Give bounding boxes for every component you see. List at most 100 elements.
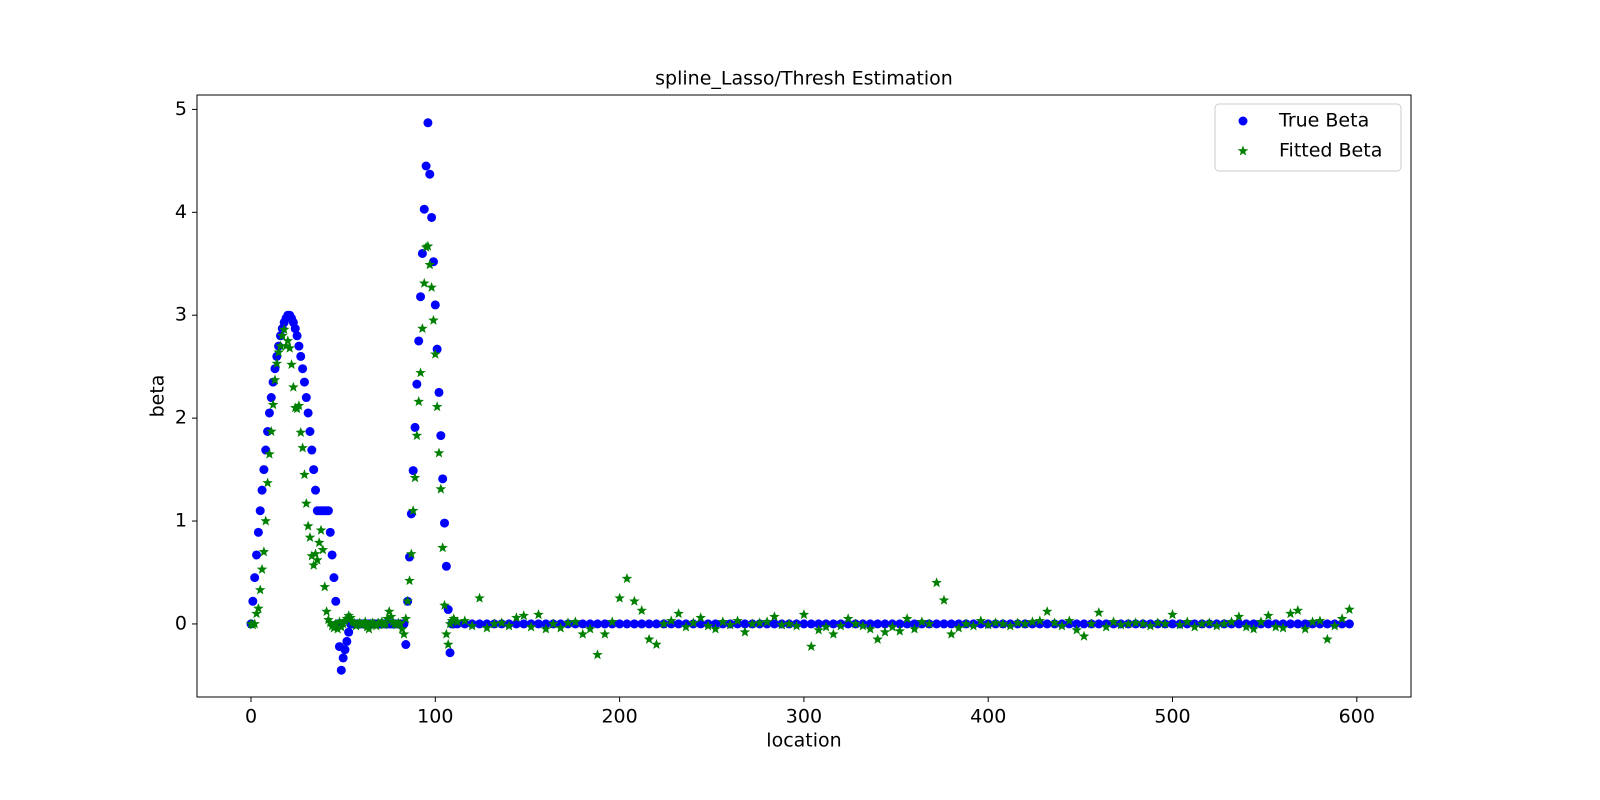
data-point [292,331,302,341]
data-point [460,619,470,629]
data-point [448,613,459,624]
data-point [363,623,375,634]
data-point [385,611,397,622]
data-point [426,281,437,292]
data-point [395,618,406,629]
data-point [534,619,544,629]
data-point [439,599,450,610]
data-point [1159,618,1171,629]
data-point [1322,633,1333,644]
data-point [299,377,309,387]
data-point [997,618,1009,629]
data-point [475,619,485,629]
data-point [511,612,522,623]
data-point [254,584,266,595]
data-point [264,448,275,459]
data-point [968,620,979,631]
data-point [519,619,529,629]
data-point [253,527,263,537]
data-point [258,546,270,557]
data-point [343,610,354,621]
x-tick-label: 600 [1339,706,1375,728]
data-point [441,561,451,571]
data-point [384,606,395,617]
data-point [315,524,327,535]
data-point [436,431,446,441]
data-point [1263,610,1274,621]
data-point [739,626,751,637]
data-point [680,621,692,632]
data-point [414,336,424,346]
data-point [799,619,809,629]
data-point [474,592,485,603]
data-point [1123,618,1134,629]
data-point [1019,618,1031,629]
data-point [1299,623,1311,634]
data-point [342,636,352,646]
data-point [466,620,478,631]
data-point [400,613,412,624]
data-point [674,619,684,629]
data-point [344,627,354,637]
data-point [1234,619,1244,629]
data-point [284,342,295,353]
data-point [445,648,455,658]
data-point [578,619,588,629]
data-point [317,544,329,555]
data-point [412,379,422,389]
data-point [398,628,410,639]
data-point [325,527,335,537]
data-point [1152,617,1163,628]
data-point [990,617,1001,628]
data-point [555,622,566,633]
data-point [1277,622,1289,633]
data-point [1270,621,1281,632]
data-point [1293,619,1303,629]
data-point [257,485,267,495]
data-point [417,323,428,334]
data-point [402,595,413,606]
data-point [592,619,602,629]
data-point [814,619,824,629]
data-point [880,619,890,629]
data-point [946,628,957,639]
data-point [1056,620,1068,631]
data-point [404,575,415,586]
data-point [264,408,274,418]
data-point [1168,619,1178,629]
data-point [407,505,419,516]
data-point [1078,630,1090,641]
data-point [1034,615,1046,626]
data-point [282,335,294,346]
x-axis-label: location [766,730,841,752]
data-point [872,633,883,644]
data-point [302,520,314,531]
data-point [895,619,905,629]
data-point [717,616,729,627]
data-point [406,548,417,559]
data-point [511,619,521,629]
y-tick-label: 1 [175,510,187,532]
legend-marker [1238,116,1248,126]
data-point [1307,616,1318,627]
data-point [600,619,610,629]
x-tick-label: 400 [970,706,1006,728]
data-point [411,430,423,441]
data-point [301,498,312,508]
data-point [250,573,260,583]
data-point [747,618,758,629]
y-tick-label: 3 [175,304,187,326]
data-point [327,550,337,560]
data-point [740,619,750,629]
data-point [651,619,661,629]
legend-box [1214,103,1402,172]
data-point [361,621,373,632]
data-point [387,616,399,627]
data-point [1315,619,1325,629]
data-point [1041,606,1053,617]
data-point [584,623,596,634]
data-point [266,393,276,403]
data-point [629,595,640,606]
x-tick-label: 200 [601,706,637,728]
